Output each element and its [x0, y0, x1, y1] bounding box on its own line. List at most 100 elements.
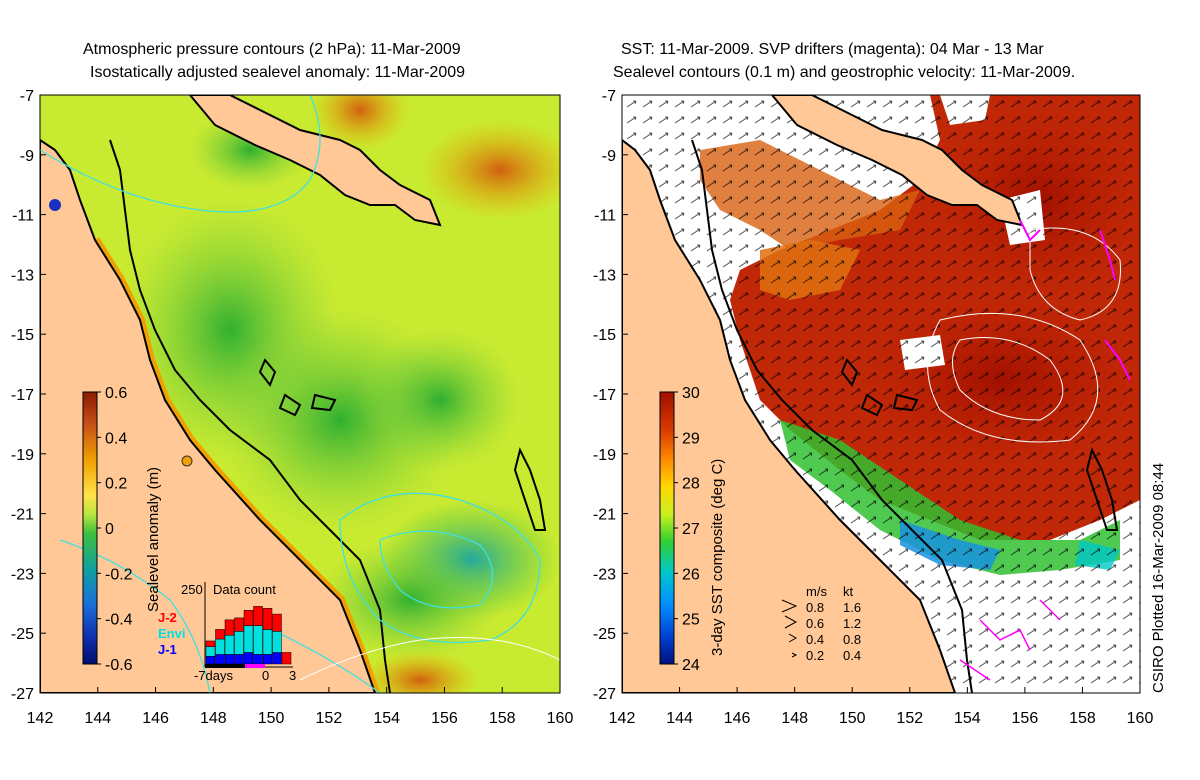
- data-count-xlabel-zero: 0: [262, 668, 269, 683]
- data-count-bar: [243, 652, 254, 665]
- data-count-bar: [262, 654, 273, 665]
- velocity-key-row1-ms: 0.8: [806, 600, 824, 615]
- colorbar-tick-label: 0: [105, 521, 114, 538]
- y-tick-label: -11: [594, 208, 616, 225]
- y-tick-label: -25: [593, 626, 616, 643]
- left-shelf-contour: [109, 139, 391, 693]
- data-count-bar: [253, 606, 263, 626]
- data-count-bar: [215, 654, 225, 665]
- colorbar-tick-label: 24: [682, 657, 700, 674]
- site-marker-blue: [49, 199, 61, 211]
- colorbar-tick-label: -0.4: [105, 612, 133, 629]
- australia-landmass: [40, 138, 377, 693]
- x-tick-label: 160: [547, 710, 574, 727]
- data-count-xlabel-start: -7days: [194, 668, 234, 683]
- y-tick-label: -9: [20, 148, 34, 165]
- x-tick-label: 148: [781, 710, 808, 727]
- data-count-xlabel-end: 3: [289, 668, 296, 683]
- y-tick-label: -13: [11, 267, 34, 284]
- x-tick-label: 144: [84, 710, 111, 727]
- y-tick-label: -7: [602, 88, 616, 105]
- colorbar-tick-label: 29: [682, 430, 700, 447]
- left-map: [40, 95, 560, 693]
- data-count-bar: [215, 629, 225, 640]
- velocity-key-header-ms: m/s: [806, 584, 827, 599]
- velocity-arrow-0-6-icon: [784, 615, 798, 629]
- data-count-title: Data count: [213, 582, 276, 597]
- right-map: [622, 95, 1140, 693]
- x-tick-label: 154: [954, 710, 981, 727]
- colorbar-tick-label: 25: [682, 612, 700, 629]
- data-count-bar: [262, 629, 273, 655]
- velocity-arrow-0-4-icon: [788, 633, 798, 643]
- data-count-bar: [234, 631, 244, 655]
- left-x-axis: 142 144 146 148 150 152 154 156 158 160: [27, 687, 574, 727]
- x-tick-label: 144: [666, 710, 693, 727]
- sst-colorbar: [659, 391, 675, 665]
- colorbar-tick-label: 0.6: [105, 385, 127, 402]
- colorbar-tick-label: 28: [682, 476, 700, 493]
- data-count-bar: [272, 631, 282, 653]
- right-y-axis: -7 -9 -11 -13 -15 -17 -19 -21 -23 -25 -27: [593, 88, 628, 703]
- sst-colorbar-ticks: 30 29 28 27 26 25 24: [674, 385, 700, 674]
- x-tick-label: 156: [1012, 710, 1039, 727]
- data-count-bar: [272, 613, 282, 632]
- x-tick-label: 154: [373, 710, 400, 727]
- x-tick-label: 152: [896, 710, 923, 727]
- data-count-inset: 250 Data count -7days 0 3 J-2 Envi J-1: [158, 582, 296, 683]
- colorbar-tick-label: 0.4: [105, 430, 127, 447]
- sst-colorbar-label: 3-day SST composite (deg C): [709, 459, 726, 656]
- right-x-axis: 142 144 146 148 150 152 154 156 158 160: [609, 687, 1153, 727]
- y-tick-label: -15: [11, 327, 34, 344]
- data-count-bar: [205, 646, 216, 657]
- velocity-key-header-kt: kt: [843, 584, 854, 599]
- y-tick-label: -23: [593, 566, 616, 583]
- x-tick-label: 148: [200, 710, 227, 727]
- x-tick-label: 156: [431, 710, 458, 727]
- data-count-bar: [205, 656, 216, 665]
- y-tick-label: -27: [593, 686, 616, 703]
- legend-envi: Envi: [158, 626, 185, 641]
- data-count-bar: [281, 652, 292, 665]
- velocity-arrow-0-8-icon: [781, 599, 798, 613]
- sealevel-colorbar-label: Sealevel anomaly (m): [145, 467, 162, 612]
- sealevel-colorbar: [82, 391, 98, 665]
- data-count-bar: [224, 619, 235, 636]
- y-tick-label: -19: [593, 447, 616, 464]
- colorbar-tick-label: 30: [682, 385, 700, 402]
- y-tick-label: -15: [593, 327, 616, 344]
- legend-j1: J-1: [158, 642, 177, 657]
- data-count-bar: [205, 640, 216, 647]
- data-count-bar: [224, 634, 235, 655]
- y-tick-label: -13: [593, 267, 616, 284]
- y-tick-label: -19: [11, 447, 34, 464]
- y-tick-label: -23: [11, 566, 34, 583]
- site-marker-orange: [181, 455, 193, 467]
- data-count-ymax: 250: [181, 582, 203, 597]
- reef-islands: [258, 358, 547, 531]
- velocity-key: m/s kt 0.8 1.6 0.6 1.2 0.4 0.8 0.2 0.4: [781, 584, 861, 663]
- x-tick-label: 158: [1069, 710, 1096, 727]
- right-shelf-contour: [691, 139, 973, 693]
- velocity-key-row1-kt: 1.6: [843, 600, 861, 615]
- y-tick-label: -9: [602, 148, 616, 165]
- data-count-bar: [262, 608, 273, 630]
- x-tick-label: 150: [258, 710, 285, 727]
- reef-islands-right: [840, 358, 1119, 531]
- velocity-arrow-0-2-icon: [791, 652, 798, 658]
- colorbar-tick-label: -0.2: [105, 566, 133, 583]
- colorbar-tick-label: 26: [682, 566, 700, 583]
- data-count-bar: [243, 625, 254, 653]
- velocity-key-row2-kt: 1.2: [843, 616, 861, 631]
- x-tick-label: 142: [609, 710, 636, 727]
- left-title-line1: Atmospheric pressure contours (2 hPa): 1…: [83, 41, 461, 58]
- left-title-line2: Isostatically adjusted sealevel anomaly:…: [90, 64, 466, 81]
- right-title-line1: SST: 11-Mar-2009. SVP drifters (magenta)…: [621, 41, 1044, 58]
- data-count-bar: [224, 654, 235, 665]
- svp-drifter-tracks: [1019, 219, 1131, 381]
- y-tick-label: -21: [593, 507, 616, 524]
- data-count-bar: [234, 617, 244, 632]
- data-count-bar: [253, 654, 263, 665]
- x-tick-label: 158: [489, 710, 516, 727]
